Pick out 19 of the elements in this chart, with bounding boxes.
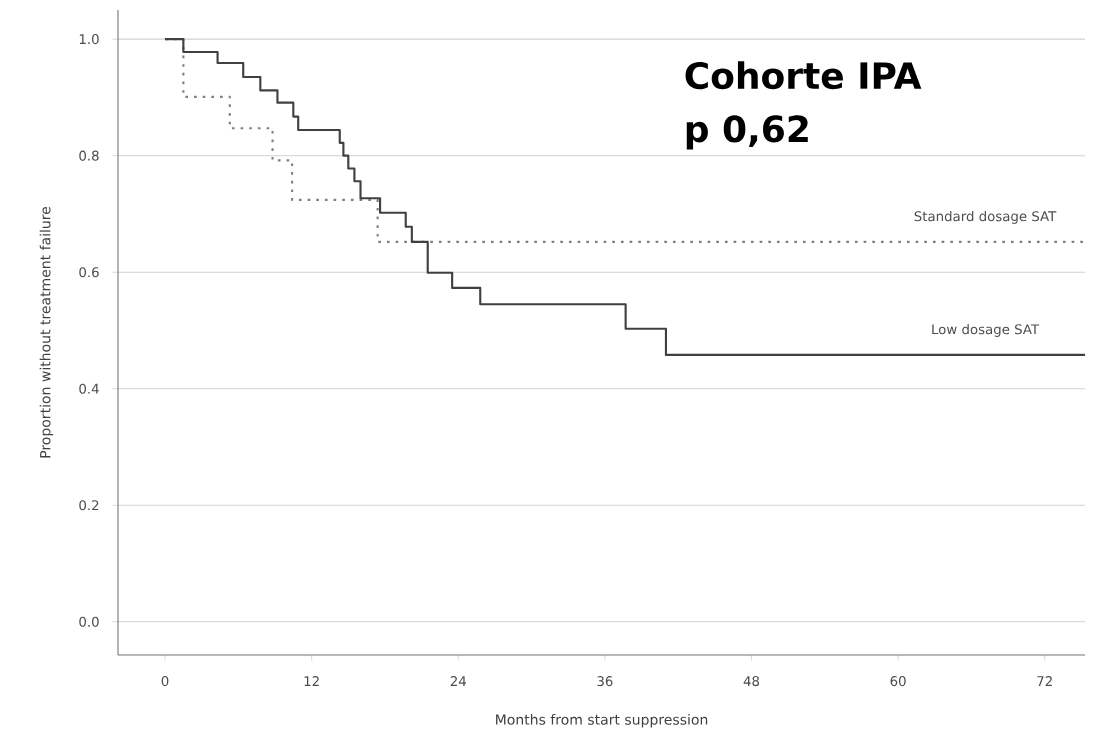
y-tick-label: 0.6 (79, 267, 99, 278)
series-label: Low dosage SAT (932, 323, 1040, 337)
x-tick-label: 0 (161, 676, 169, 687)
x-tick-label: 12 (304, 676, 319, 686)
x-tick-label: 72 (1037, 676, 1052, 686)
y-tick-label: 0.2 (79, 500, 99, 511)
text: p 0,62 (686, 115, 808, 150)
y-tick-label: 1.0 (79, 34, 99, 45)
x-tick-label: 60 (890, 676, 906, 687)
y-tick-label: 0.8 (79, 150, 99, 161)
x-tick-label: 36 (597, 676, 613, 687)
y-tick-label: 0.4 (79, 383, 99, 394)
y-tick-label: 0.0 (79, 616, 99, 627)
y-axis-title: Proportion without treatment failure (39, 206, 54, 458)
x-axis-title: Months from start suppression (496, 713, 708, 728)
series-label: Standard dosage SAT (914, 210, 1057, 224)
x-tick-label: 24 (450, 676, 466, 686)
text: Cohorte IPA (685, 61, 922, 90)
x-tick-label: 48 (743, 676, 760, 687)
